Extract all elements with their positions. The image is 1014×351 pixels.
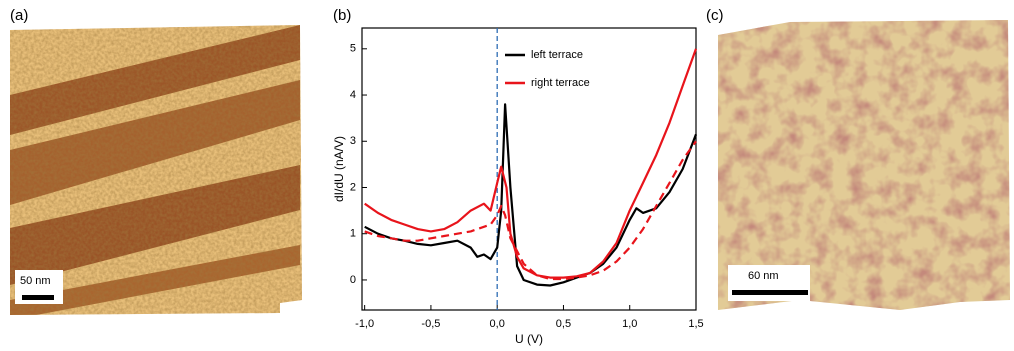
y-tick-label: 4 <box>350 89 356 101</box>
legend-label: right terrace <box>531 77 590 89</box>
chart: -1,0 -0,5 0,0 0,5 1,0 1,5 0 1 2 3 4 5 U (V) dI/dU (nA… <box>332 27 704 346</box>
y-axis-label: dI/dU (nA/V) <box>332 136 346 202</box>
x-axis-label: U (V) <box>515 332 543 346</box>
x-tick-label: -0,5 <box>421 318 440 330</box>
y-tick-label: 2 <box>350 181 356 193</box>
x-tick-label: 1,0 <box>622 318 637 330</box>
x-tick-label: 0,0 <box>490 318 505 330</box>
panel-label: (b) <box>333 7 351 24</box>
legend-label: left terrace <box>531 49 583 61</box>
x-tick-label: 1,5 <box>688 318 703 330</box>
y-tick-label: 1 <box>350 228 356 240</box>
y-tick-label: 3 <box>350 135 356 147</box>
series-line <box>364 103 698 287</box>
y-tick-label: 5 <box>350 43 356 55</box>
scale-bar <box>22 295 54 300</box>
stm-image-a <box>10 25 302 315</box>
panel-label: (a) <box>10 7 28 24</box>
plot-frame <box>361 27 697 311</box>
stm-image-c <box>718 20 1010 310</box>
series-line <box>364 48 698 279</box>
y-tick-label: 0 <box>350 274 356 286</box>
panel-label: (c) <box>706 7 724 24</box>
x-tick-label: 0,5 <box>556 318 571 330</box>
x-tick-label: -1,0 <box>355 318 374 330</box>
scale-label: 60 nm <box>748 270 779 282</box>
scale-bar <box>732 290 808 295</box>
series-line <box>364 140 697 281</box>
scale-label: 50 nm <box>20 275 51 287</box>
